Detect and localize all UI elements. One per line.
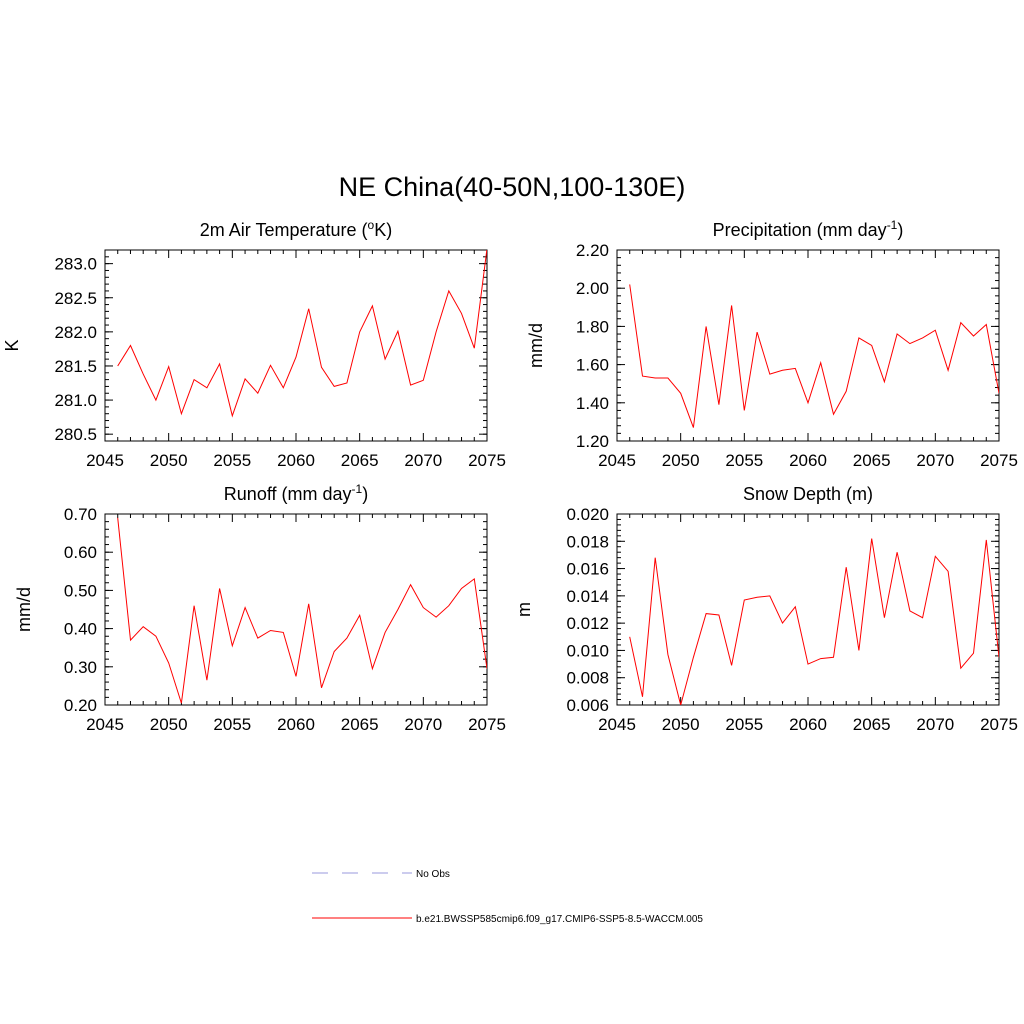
y-tick-label: 0.014 [566,587,609,606]
y-axis-label: mm/d [526,323,546,368]
y-axis-label: m [514,602,534,617]
x-tick-label: 2045 [86,451,124,470]
plot-frame [616,249,1000,442]
y-tick-label: 2.20 [576,241,609,260]
legend-label-model: b.e21.BWSSP585cmip6.f09_g17.CMIP6-SSP5-8… [416,914,703,925]
y-tick-label: 0.018 [566,532,609,551]
x-tick-label: 2045 [598,451,636,470]
x-tick-label: 2050 [662,715,700,734]
x-tick-label: 2060 [789,451,827,470]
x-tick-label: 2050 [150,451,188,470]
y-tick-label: 280.5 [54,425,97,444]
x-tick-label: 2075 [980,451,1018,470]
panel-title: Precipitation (mm day-1) [713,218,904,240]
panel-title: 2m Air Temperature (oK) [200,218,392,240]
x-tick-label: 2050 [662,451,700,470]
y-tick-label: 0.006 [566,696,609,715]
y-tick-label: 0.008 [566,669,609,688]
series-line [117,517,487,704]
x-tick-label: 2065 [341,715,379,734]
y-tick-label: 283.0 [54,255,97,274]
x-tick-label: 2055 [213,715,251,734]
x-tick-label: 2070 [404,715,442,734]
y-tick-label: 0.20 [64,696,97,715]
x-tick-label: 2055 [725,715,763,734]
y-tick-label: 0.020 [566,505,609,524]
x-tick-label: 2050 [150,715,188,734]
y-tick-label: 0.010 [566,641,609,660]
x-tick-label: 2055 [213,451,251,470]
y-tick-label: 1.80 [576,317,609,336]
y-tick-label: 0.60 [64,543,97,562]
panel-runoff: 2045 2050 2055 2060 2065 2070 2075 0.20 0.30 0.40… [14,482,506,734]
y-axis-label: mm/d [14,587,34,632]
x-tick-label: 2065 [853,451,891,470]
y-tick-label: 0.012 [566,614,609,633]
x-tick-label: 2070 [404,451,442,470]
series-line [629,284,999,428]
y-tick-label: 0.40 [64,620,97,639]
x-tick-label: 2075 [980,715,1018,734]
y-tick-label: 2.00 [576,279,609,298]
plot-frame [616,513,1000,706]
y-tick-label: 1.60 [576,356,609,375]
panel-precipitation: 2045 2050 2055 2060 2065 2070 2075 1.20 1.40 1.60… [526,218,1018,470]
plot-frame [104,249,488,442]
legend-label-no-obs: No Obs [416,869,450,880]
panel-title: Runoff (mm day-1) [224,482,368,504]
y-tick-label: 1.20 [576,432,609,451]
y-tick-label: 0.016 [566,560,609,579]
x-tick-label: 2060 [277,715,315,734]
x-tick-label: 2070 [916,715,954,734]
y-tick-label: 281.0 [54,391,97,410]
x-tick-label: 2065 [853,715,891,734]
y-tick-label: 0.70 [64,505,97,524]
x-tick-label: 2045 [86,715,124,734]
figure-title: NE China(40-50N,100-130E) [339,172,686,202]
legend: No Obs b.e21.BWSSP585cmip6.f09_g17.CMIP6… [312,869,703,925]
x-tick-label: 2060 [789,715,827,734]
x-tick-label: 2070 [916,451,954,470]
series-line [117,250,487,418]
y-tick-label: 281.5 [54,357,97,376]
y-tick-label: 0.50 [64,581,97,600]
x-tick-label: 2075 [468,715,506,734]
panel-air-temperature: 2045 2050 2055 2060 2065 2070 2075 280.5 281.0 28… [2,218,506,470]
y-axis-label: K [2,339,22,351]
x-tick-label: 2065 [341,451,379,470]
y-tick-label: 0.30 [64,658,97,677]
x-tick-label: 2055 [725,451,763,470]
y-tick-label: 282.0 [54,323,97,342]
x-tick-label: 2045 [598,715,636,734]
y-tick-label: 1.40 [576,394,609,413]
panel-snow-depth: 2045 2050 2055 2060 2065 2070 2075 0.006 0.008 0.… [514,484,1018,734]
panel-title: Snow Depth (m) [743,484,873,504]
series-line [629,538,999,705]
x-tick-label: 2075 [468,451,506,470]
x-tick-label: 2060 [277,451,315,470]
y-tick-label: 282.5 [54,289,97,308]
